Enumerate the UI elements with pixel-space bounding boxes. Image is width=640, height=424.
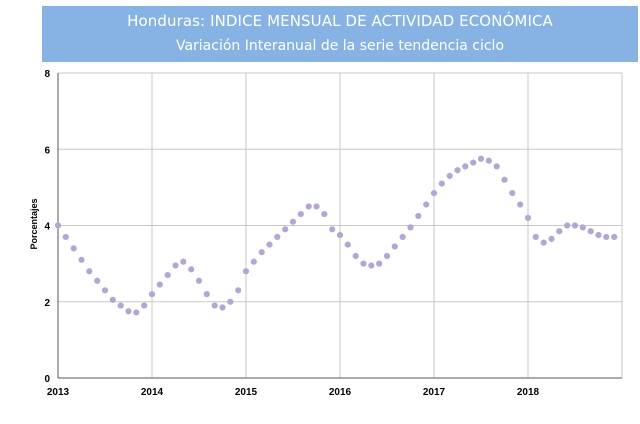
data-point (195, 277, 203, 284)
data-point (219, 304, 226, 311)
data-point (556, 228, 563, 235)
x-tick-label: 2015 (235, 387, 258, 398)
data-point (62, 233, 69, 241)
y-axis-label: Porcentajes (29, 198, 39, 249)
data-point (313, 203, 320, 210)
data-point (383, 252, 391, 260)
data-point (564, 222, 571, 229)
data-point (571, 222, 579, 229)
data-point (446, 172, 453, 180)
data-point (532, 233, 539, 241)
data-point (274, 233, 281, 241)
data-point (470, 159, 477, 166)
data-point (360, 260, 367, 267)
data-point (305, 203, 312, 210)
data-point (493, 163, 500, 170)
data-point (125, 308, 132, 315)
y-tick-label: 8 (44, 69, 50, 80)
data-point (54, 222, 62, 229)
data-point (109, 296, 116, 303)
chart-title-banner: Honduras: INDICE MENSUAL DE ACTIVIDAD EC… (42, 6, 638, 62)
x-tick-label: 2014 (141, 387, 164, 398)
data-point (180, 258, 187, 265)
x-tick-label: 2013 (47, 387, 70, 398)
data-point (376, 260, 383, 267)
data-point (227, 298, 234, 305)
grid-lines (57, 72, 623, 379)
data-point (603, 233, 610, 241)
y-tick-label: 2 (44, 298, 50, 309)
data-point (94, 277, 101, 284)
x-tick-label: 2017 (423, 387, 446, 398)
data-point (509, 189, 516, 197)
data-point (148, 291, 156, 298)
data-point (250, 258, 257, 265)
data-point (78, 256, 85, 263)
data-point (399, 233, 406, 241)
data-point (430, 189, 438, 197)
data-point (203, 291, 210, 298)
x-tick-label: 2018 (517, 387, 540, 398)
data-point (595, 231, 602, 239)
data-point (391, 243, 398, 250)
x-tick-labels: 2013 2014 2015 2016 2017 2018 (47, 387, 540, 398)
data-point (462, 163, 469, 170)
data-point (164, 271, 171, 279)
data-point (501, 176, 508, 183)
data-point (242, 268, 250, 275)
data-point (258, 249, 265, 256)
data-point (117, 302, 124, 309)
data-point (485, 157, 492, 164)
data-point (454, 167, 461, 174)
data-point (70, 245, 77, 252)
data-point (101, 287, 109, 294)
data-point (297, 210, 304, 218)
data-point (524, 214, 532, 221)
data-point (477, 155, 485, 162)
data-point (344, 241, 351, 248)
data-point (282, 226, 289, 233)
chart-title: Honduras: INDICE MENSUAL DE ACTIVIDAD EC… (127, 12, 553, 30)
data-point (321, 210, 328, 218)
data-point (188, 266, 195, 273)
data-point (336, 231, 344, 239)
data-point (415, 212, 422, 220)
data-point (141, 302, 148, 309)
data-points (54, 155, 618, 316)
data-point (86, 268, 93, 275)
y-tick-label: 0 (44, 374, 50, 385)
data-point (235, 287, 242, 294)
data-point (211, 302, 218, 309)
data-point (368, 262, 375, 269)
data-point (423, 201, 430, 208)
data-point (133, 309, 140, 316)
data-point (517, 201, 524, 208)
data-point (156, 281, 163, 288)
data-point (579, 224, 586, 231)
data-point (329, 226, 336, 233)
y-tick-label: 6 (44, 145, 50, 156)
data-point (587, 228, 594, 235)
data-point (438, 180, 445, 187)
data-point (611, 233, 618, 241)
data-point (289, 218, 297, 225)
chart-subtitle: Variación Interanual de la serie tendenc… (175, 38, 505, 54)
data-point (540, 239, 547, 246)
data-point (172, 262, 179, 269)
data-point (266, 241, 273, 248)
data-point (352, 252, 359, 260)
y-tick-labels: 0 2 4 6 8 (44, 69, 50, 385)
data-point (407, 224, 414, 231)
data-point (548, 235, 555, 242)
x-tick-label: 2016 (329, 387, 352, 398)
y-tick-label: 4 (44, 222, 50, 233)
